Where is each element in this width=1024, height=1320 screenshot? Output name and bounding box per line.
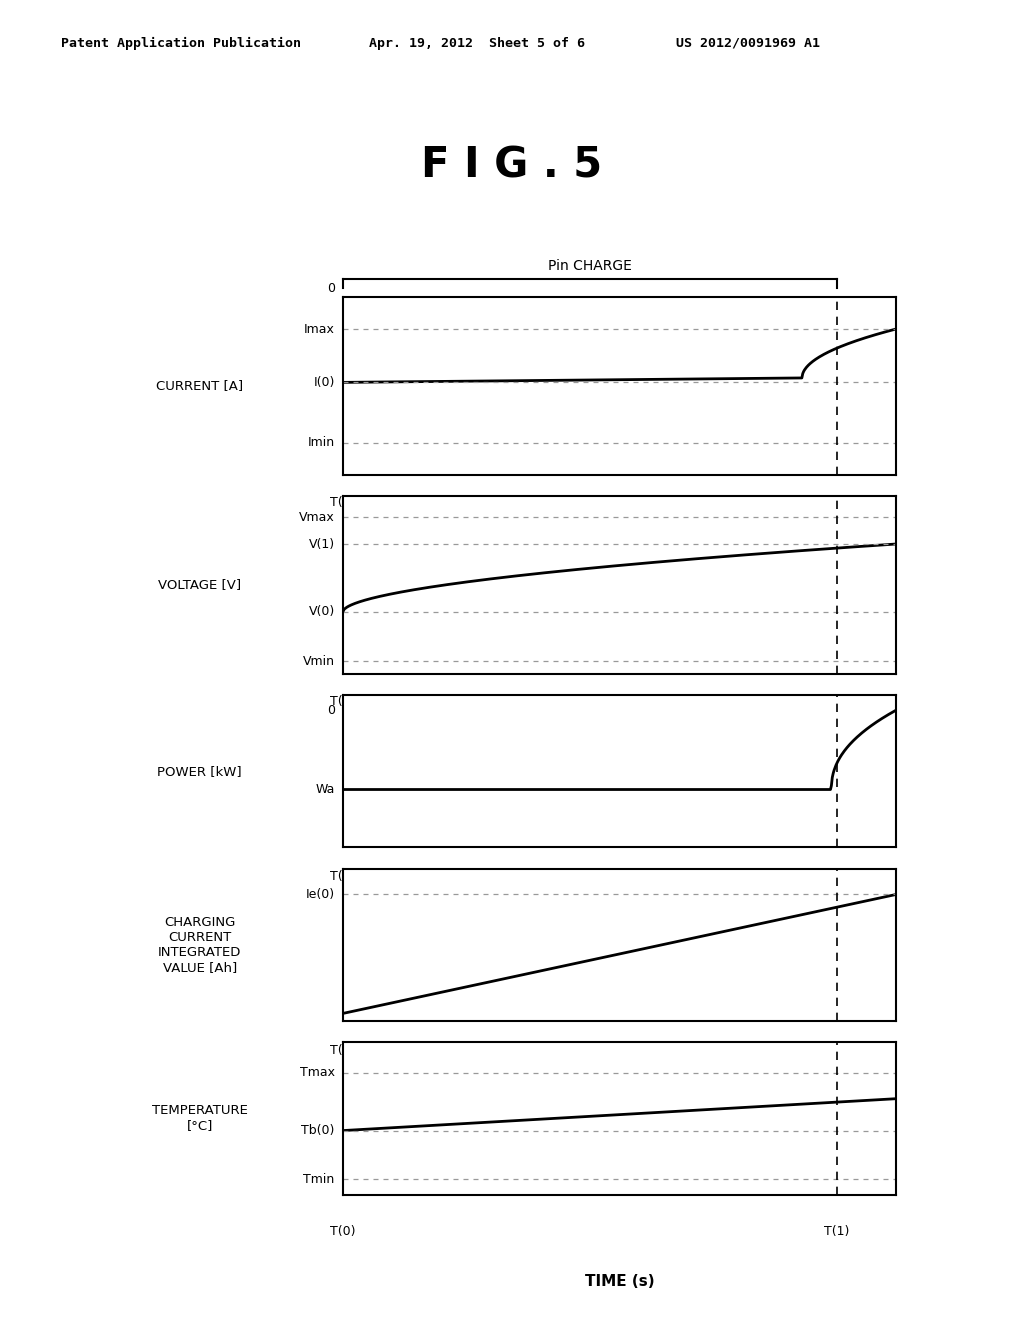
Text: US 2012/0091969 A1: US 2012/0091969 A1	[676, 37, 820, 50]
Text: Tmax: Tmax	[300, 1067, 335, 1080]
Text: Imax: Imax	[304, 322, 335, 335]
Text: T(0): T(0)	[331, 1044, 355, 1057]
Text: T(0): T(0)	[331, 496, 355, 510]
Text: Tb(0): Tb(0)	[301, 1125, 335, 1137]
Text: TIME (s): TIME (s)	[585, 1274, 654, 1288]
Text: Apr. 19, 2012  Sheet 5 of 6: Apr. 19, 2012 Sheet 5 of 6	[369, 37, 585, 50]
Text: T(0): T(0)	[331, 1225, 355, 1238]
Text: T(1): T(1)	[824, 696, 850, 709]
Text: CHARGING
CURRENT
INTEGRATED
VALUE [Ah]: CHARGING CURRENT INTEGRATED VALUE [Ah]	[158, 916, 242, 974]
Text: T(0): T(0)	[331, 870, 355, 883]
Text: Vmin: Vmin	[303, 655, 335, 668]
Text: T(1): T(1)	[824, 496, 850, 510]
Text: F I G . 5: F I G . 5	[422, 144, 602, 186]
Text: V(0): V(0)	[308, 605, 335, 618]
Text: TEMPERATURE
[°C]: TEMPERATURE [°C]	[152, 1105, 248, 1133]
Text: CURRENT [A]: CURRENT [A]	[156, 379, 244, 392]
Text: Patent Application Publication: Patent Application Publication	[61, 37, 301, 50]
Text: T(1): T(1)	[824, 1044, 850, 1057]
Text: Pin CHARGE: Pin CHARGE	[548, 259, 632, 273]
Text: Vmax: Vmax	[299, 511, 335, 524]
Text: V(1): V(1)	[308, 537, 335, 550]
Text: POWER [kW]: POWER [kW]	[158, 764, 242, 777]
Text: I(0): I(0)	[313, 376, 335, 389]
Text: T(1): T(1)	[824, 870, 850, 883]
Text: 0: 0	[327, 282, 335, 296]
Text: Imin: Imin	[307, 437, 335, 449]
Text: 0: 0	[327, 704, 335, 717]
Text: Ie(0): Ie(0)	[305, 888, 335, 902]
Text: T(0): T(0)	[331, 696, 355, 709]
Text: Tmin: Tmin	[303, 1173, 335, 1185]
Text: Wa: Wa	[315, 783, 335, 796]
Text: VOLTAGE [V]: VOLTAGE [V]	[158, 578, 242, 591]
Text: T(1): T(1)	[824, 1225, 850, 1238]
